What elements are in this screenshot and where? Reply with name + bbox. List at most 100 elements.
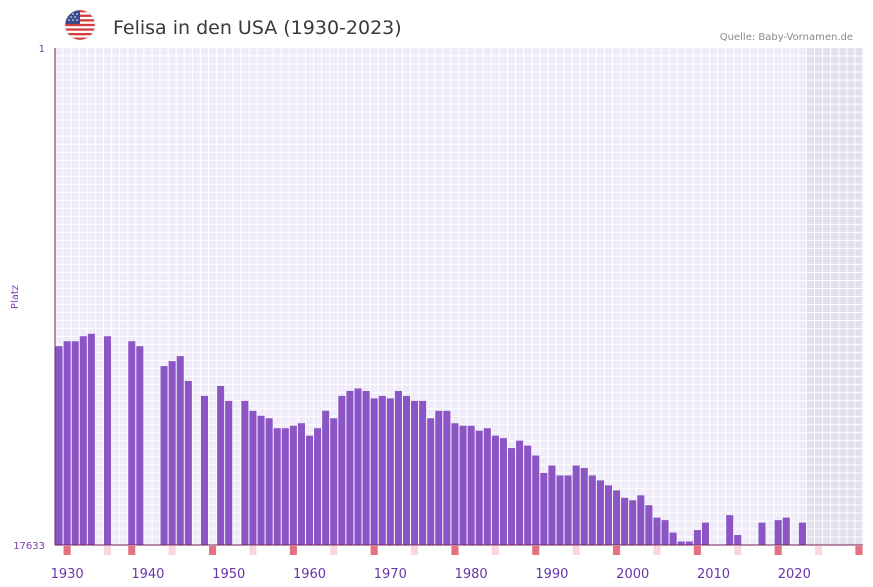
decade-markers: [63, 546, 863, 555]
bar-1957: [281, 428, 289, 545]
marker-1988: [532, 546, 540, 555]
bar-1977: [443, 410, 451, 545]
marker-1938: [128, 546, 136, 555]
bar-2016: [758, 522, 766, 545]
bar-1986: [516, 440, 524, 545]
bar-2007: [685, 541, 693, 545]
marker-2003: [653, 546, 661, 555]
bar-1947: [200, 395, 209, 545]
bar-1931: [71, 341, 79, 545]
bar-1970: [386, 398, 394, 545]
marker-1963: [330, 546, 338, 555]
bar-1962: [322, 410, 330, 545]
bar-1958: [289, 425, 297, 545]
bar-1991: [556, 475, 564, 545]
bar-2018: [774, 520, 782, 545]
bar-2004: [661, 520, 669, 545]
bar-1974: [419, 400, 427, 545]
x-tick-1990: 1990: [535, 567, 568, 582]
marker-1993: [572, 546, 580, 555]
bar-2008: [693, 530, 701, 545]
bar-2013: [734, 535, 742, 545]
bar-1945: [184, 380, 192, 545]
marker-1978: [451, 546, 459, 555]
bar-1978: [451, 423, 459, 545]
bar-1989: [540, 472, 548, 545]
marker-2023: [815, 546, 823, 555]
grid-lines: [54, 48, 864, 545]
bar-1960: [305, 435, 314, 545]
bar-1997: [604, 485, 613, 545]
marker-1943: [168, 546, 176, 555]
bar-1995: [588, 475, 596, 545]
marker-1935: [103, 546, 112, 555]
bar-1929: [55, 346, 63, 545]
bar-1930: [63, 341, 71, 545]
x-tick-2020: 2020: [778, 567, 811, 582]
bar-1990: [548, 465, 556, 545]
bar-1952: [241, 400, 249, 545]
bar-2021: [798, 522, 806, 545]
marker-1958: [289, 546, 297, 555]
x-tick-1950: 1950: [212, 567, 245, 582]
bar-1971: [394, 390, 402, 545]
marker-1948: [209, 546, 217, 555]
x-tick-1970: 1970: [374, 567, 407, 582]
bar-1943: [168, 361, 176, 545]
bar-1987: [524, 445, 532, 545]
bar-1982: [483, 428, 491, 545]
marker-1983: [491, 546, 499, 555]
bar-1956: [273, 428, 281, 545]
bar-1985: [507, 448, 516, 545]
marker-1998: [613, 546, 621, 555]
bar-1967: [362, 390, 370, 545]
bar-1953: [249, 410, 257, 545]
bar-2003: [653, 517, 661, 545]
bar-1961: [314, 428, 322, 545]
x-tick-1960: 1960: [293, 567, 326, 582]
bar-1950: [225, 400, 233, 545]
bar-1981: [475, 430, 483, 545]
bar-1980: [467, 425, 475, 545]
bar-2001: [637, 495, 645, 545]
bar-1933: [87, 333, 95, 545]
x-tick-labels: 1930 1940 1950 1960 1970 1980 1990 2000 2010 2020: [51, 567, 811, 582]
marker-1953: [249, 546, 257, 555]
bar-series: [55, 333, 806, 545]
x-tick-2000: 2000: [616, 567, 649, 582]
bar-1965: [346, 390, 354, 545]
bar-1949: [217, 385, 225, 545]
bar-1988: [532, 455, 540, 545]
bar-1994: [580, 467, 588, 545]
bar-2000: [629, 500, 637, 545]
bar-1966: [354, 388, 362, 545]
bar-2006: [677, 541, 685, 545]
bar-1955: [265, 418, 273, 545]
bar-1998: [613, 490, 621, 545]
bar-1938: [128, 341, 136, 545]
x-tick-1930: 1930: [51, 567, 84, 582]
bar-1964: [338, 395, 346, 545]
marker-1930: [63, 546, 71, 555]
x-tick-1940: 1940: [131, 567, 164, 582]
bar-1983: [491, 435, 499, 545]
bar-1939: [136, 346, 144, 545]
bar-1975: [427, 418, 435, 545]
marker-1968: [370, 546, 378, 555]
y-bottom-label: 17633: [13, 541, 45, 552]
bar-1944: [176, 356, 184, 545]
marker-2008: [693, 546, 701, 555]
bar-1973: [411, 400, 419, 545]
x-tick-1980: 1980: [455, 567, 488, 582]
bar-1976: [435, 410, 443, 545]
marker-2028: [855, 546, 863, 555]
bar-1972: [402, 395, 411, 545]
bar-2005: [669, 532, 677, 545]
bar-1999: [621, 497, 629, 545]
bar-1942: [160, 366, 168, 545]
chart-title: Felisa in den USA (1930-2023): [113, 17, 402, 39]
bar-1932: [79, 336, 87, 545]
y-axis-title: Platz: [10, 285, 21, 309]
bar-1968: [370, 398, 378, 545]
